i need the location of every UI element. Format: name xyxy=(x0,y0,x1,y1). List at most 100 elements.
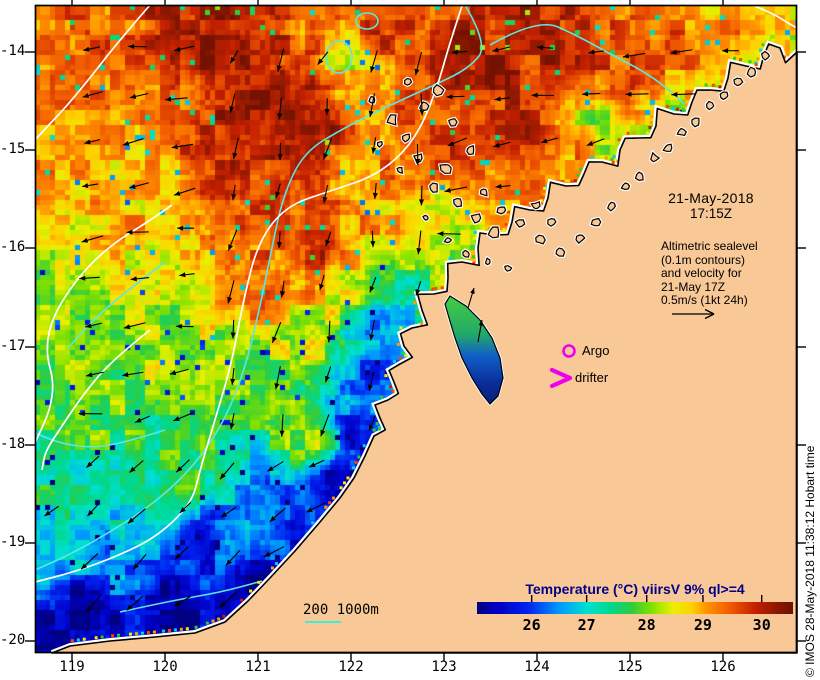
coastal-pixel xyxy=(502,228,506,232)
velocity-arrowhead xyxy=(322,196,328,204)
velocity-arrowhead xyxy=(671,91,678,97)
velocity-arrowhead xyxy=(232,152,238,159)
observation-time: 17:15Z xyxy=(689,206,733,221)
velocity-arrowhead xyxy=(540,138,548,144)
coastal-pixel xyxy=(392,360,396,364)
coastal-pixel xyxy=(711,83,715,87)
coastal-pixel xyxy=(754,61,758,65)
coastal-pixel xyxy=(733,56,737,60)
velocity-arrowhead xyxy=(368,384,373,391)
velocity-arrowhead xyxy=(135,417,142,423)
velocity-arrowhead xyxy=(86,461,93,468)
velocity-arrowhead xyxy=(82,93,90,98)
colorbar-tick-label: 27 xyxy=(577,616,596,634)
coastal-pixel xyxy=(573,179,577,183)
velocity-arrowhead xyxy=(177,225,184,231)
coastal-pixel xyxy=(343,481,347,485)
island xyxy=(606,201,617,212)
altimetric-note: Altimetric sealevel (0.1m contours) and … xyxy=(661,239,758,307)
coastal-pixel xyxy=(684,103,688,107)
coastal-pixel xyxy=(431,287,435,291)
velocity-arrowhead xyxy=(176,323,183,329)
velocity-arrowhead xyxy=(122,372,129,378)
velocity-arrowhead xyxy=(78,411,85,417)
velocity-arrowhead xyxy=(371,147,377,154)
bathymetry-contour-3 xyxy=(34,429,166,448)
velocity-arrowhead xyxy=(179,507,186,514)
coastal-pixel xyxy=(179,627,183,631)
velocity-arrowhead xyxy=(470,288,475,294)
x-tick-label: 125 xyxy=(617,659,643,675)
y-tick-label: -18 xyxy=(0,436,26,452)
coastal-pixel xyxy=(270,566,274,570)
island xyxy=(439,163,452,174)
coastal-pixel xyxy=(704,83,708,87)
coastal-pixel xyxy=(579,167,583,171)
coastal-pixel xyxy=(671,106,675,110)
island xyxy=(504,264,513,272)
coastal-pixel xyxy=(328,501,332,505)
coastal-pixel xyxy=(217,617,221,621)
velocity-arrowhead xyxy=(324,109,330,116)
coastal-pixel xyxy=(185,627,189,631)
island xyxy=(634,171,644,182)
velocity-arrowhead xyxy=(82,183,89,189)
velocity-arrowhead xyxy=(129,184,136,189)
velocity-arrowhead xyxy=(230,332,236,339)
velocity-arrowhead xyxy=(229,423,235,430)
coastal-pixel xyxy=(398,356,402,360)
velocity-arrowhead xyxy=(165,96,172,102)
velocity-arrowhead xyxy=(130,276,137,282)
x-tick-label: 122 xyxy=(338,659,364,675)
island xyxy=(760,50,771,61)
velocity-arrowhead xyxy=(275,191,281,198)
island xyxy=(386,114,397,126)
velocity-arrowhead xyxy=(171,144,178,150)
velocity-arrowhead xyxy=(81,237,89,243)
colorbar-title: Temperature (°C) viirsV 9% ql>=4 xyxy=(525,581,745,597)
coastal-pixel xyxy=(448,256,452,260)
x-tick-label: 124 xyxy=(524,659,550,675)
velocity-arrowhead xyxy=(129,94,137,99)
island xyxy=(662,143,673,153)
coastal-pixel xyxy=(194,625,198,629)
velocity-arrowhead xyxy=(133,563,139,570)
coastal-pixel xyxy=(134,632,138,636)
velocity-arrowhead xyxy=(127,517,135,524)
island xyxy=(705,100,715,111)
velocity-arrowhead xyxy=(437,231,444,237)
x-tick-label: 119 xyxy=(59,659,85,675)
coastal-pixel xyxy=(222,614,226,618)
island xyxy=(650,151,661,163)
island xyxy=(590,217,602,227)
island xyxy=(487,226,500,239)
bathymetry-loop-1 xyxy=(325,40,353,74)
coastal-pixel xyxy=(257,580,261,584)
coastal-pixel xyxy=(617,138,621,142)
island xyxy=(733,77,744,87)
island xyxy=(547,217,557,227)
coastal-pixel xyxy=(362,444,366,448)
velocity-arrowhead xyxy=(492,47,499,53)
velocity-arrowhead xyxy=(227,296,233,304)
coastal-pixel xyxy=(748,60,752,64)
island xyxy=(535,234,546,245)
velocity-arrowhead xyxy=(44,510,51,516)
coastal-pixel xyxy=(375,422,379,426)
coastal-pixel xyxy=(357,455,361,459)
coastal-pixel xyxy=(140,631,144,635)
velocity-arrowhead xyxy=(229,106,235,113)
sealevel-contour-2 xyxy=(41,329,151,471)
island xyxy=(448,118,458,127)
coastal-pixel xyxy=(523,202,527,206)
velocity-arrowhead xyxy=(319,283,324,291)
colorbar-tick-label: 30 xyxy=(752,616,771,634)
bathymetry-contour-4 xyxy=(119,580,263,613)
y-tick-label: -15 xyxy=(0,141,26,157)
velocity-arrowhead xyxy=(174,601,181,607)
velocity-arrowhead xyxy=(370,66,375,73)
coastal-pixel xyxy=(542,192,546,196)
coastal-pixel xyxy=(604,156,608,160)
velocity-arrowhead xyxy=(274,383,280,390)
